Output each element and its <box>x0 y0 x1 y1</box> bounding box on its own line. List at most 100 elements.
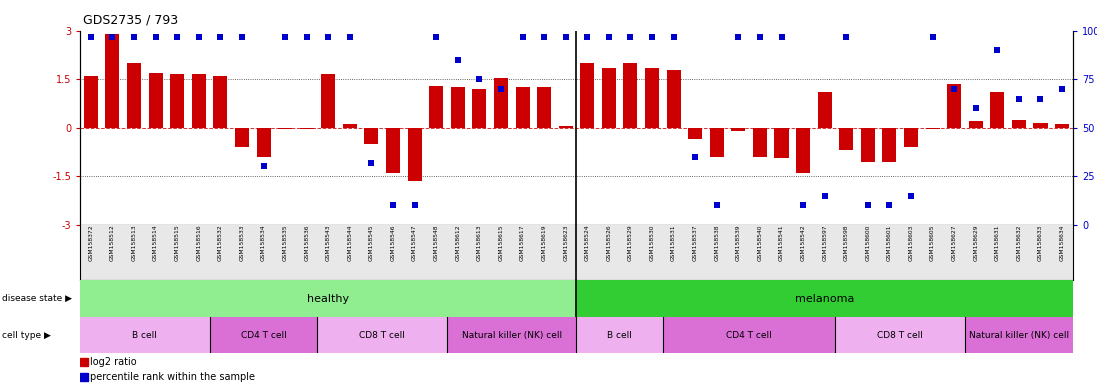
Bar <box>774 128 789 158</box>
Bar <box>796 128 810 173</box>
Bar <box>623 63 637 128</box>
Point <box>924 33 941 40</box>
Point <box>319 33 337 40</box>
Text: GSM158538: GSM158538 <box>714 225 720 261</box>
Text: GSM158544: GSM158544 <box>348 225 352 261</box>
Point <box>212 33 229 40</box>
Bar <box>210 317 317 353</box>
Bar <box>861 128 874 162</box>
Text: log2 ratio: log2 ratio <box>90 357 136 367</box>
Point <box>881 202 898 209</box>
Point <box>406 202 423 209</box>
Point <box>966 105 984 111</box>
Bar <box>580 63 595 128</box>
Bar <box>279 128 292 129</box>
Text: disease state ▶: disease state ▶ <box>2 294 72 303</box>
Text: GSM158633: GSM158633 <box>1038 225 1043 261</box>
Point <box>234 33 251 40</box>
Point <box>622 33 640 40</box>
Bar <box>299 128 314 129</box>
Text: GSM158516: GSM158516 <box>196 225 201 261</box>
Text: GSM158541: GSM158541 <box>779 225 784 261</box>
Bar <box>235 128 249 147</box>
Text: GSM158533: GSM158533 <box>239 225 245 261</box>
Text: GSM158546: GSM158546 <box>391 225 396 261</box>
Bar <box>451 87 465 128</box>
Text: GSM158597: GSM158597 <box>822 225 827 261</box>
Point <box>794 202 812 209</box>
Text: GSM158526: GSM158526 <box>607 225 611 261</box>
Point <box>665 33 682 40</box>
Text: GSM158372: GSM158372 <box>89 225 93 261</box>
Bar <box>80 317 210 353</box>
Bar <box>732 128 745 131</box>
Bar <box>558 126 573 128</box>
Point <box>1053 86 1071 92</box>
Point <box>513 33 531 40</box>
Text: GSM158540: GSM158540 <box>757 225 762 261</box>
Text: Natural killer (NK) cell: Natural killer (NK) cell <box>969 331 1068 339</box>
Text: GSM158530: GSM158530 <box>649 225 655 261</box>
Bar <box>446 317 577 353</box>
Bar <box>429 86 443 128</box>
Text: melanoma: melanoma <box>795 293 855 304</box>
Point <box>1010 96 1028 102</box>
Bar <box>710 128 724 157</box>
Bar <box>257 128 271 157</box>
Text: GSM158619: GSM158619 <box>542 225 546 261</box>
Bar <box>1055 124 1070 128</box>
Point <box>535 33 553 40</box>
Point <box>902 192 919 199</box>
Point <box>751 33 769 40</box>
Point <box>1031 96 1049 102</box>
Text: GSM158605: GSM158605 <box>930 225 935 261</box>
Bar <box>602 68 615 128</box>
Text: CD8 T cell: CD8 T cell <box>878 331 924 339</box>
Text: B cell: B cell <box>133 331 157 339</box>
Text: GSM158600: GSM158600 <box>866 225 870 261</box>
Point <box>643 33 660 40</box>
Bar <box>753 128 767 157</box>
Text: GSM158629: GSM158629 <box>973 225 979 261</box>
Bar <box>969 121 983 128</box>
Point <box>255 164 272 170</box>
Bar <box>947 84 961 128</box>
Point <box>169 33 186 40</box>
Text: GSM158529: GSM158529 <box>627 225 633 261</box>
Text: healthy: healthy <box>307 293 349 304</box>
Text: GSM158539: GSM158539 <box>736 225 740 261</box>
Bar <box>213 76 227 128</box>
Bar <box>80 280 577 317</box>
Point <box>449 57 466 63</box>
Text: GSM158617: GSM158617 <box>520 225 525 261</box>
Text: GSM158512: GSM158512 <box>110 225 115 262</box>
Bar <box>577 317 663 353</box>
Point <box>125 33 143 40</box>
Text: GSM158631: GSM158631 <box>995 225 999 261</box>
Bar <box>577 280 1073 317</box>
Text: GSM158524: GSM158524 <box>585 225 590 261</box>
Point <box>578 33 596 40</box>
Bar <box>127 63 142 128</box>
Bar <box>1011 119 1026 128</box>
Bar <box>80 373 88 381</box>
Text: cell type ▶: cell type ▶ <box>2 331 52 339</box>
Bar <box>965 317 1073 353</box>
Text: GSM158547: GSM158547 <box>412 225 417 261</box>
Text: GDS2735 / 793: GDS2735 / 793 <box>83 14 179 27</box>
Text: GSM158598: GSM158598 <box>844 225 849 261</box>
Text: CD8 T cell: CD8 T cell <box>360 331 405 339</box>
Point <box>946 86 963 92</box>
Text: GSM158514: GSM158514 <box>154 225 158 261</box>
Text: CD4 T cell: CD4 T cell <box>726 331 772 339</box>
Point <box>837 33 855 40</box>
Text: GSM158615: GSM158615 <box>498 225 504 261</box>
Point <box>363 159 381 166</box>
Point <box>557 33 575 40</box>
Text: GSM158601: GSM158601 <box>886 225 892 261</box>
Point <box>147 33 165 40</box>
Text: GSM158634: GSM158634 <box>1060 225 1064 261</box>
Text: CD4 T cell: CD4 T cell <box>240 331 286 339</box>
Bar <box>148 73 162 128</box>
Text: GSM158534: GSM158534 <box>261 225 267 261</box>
